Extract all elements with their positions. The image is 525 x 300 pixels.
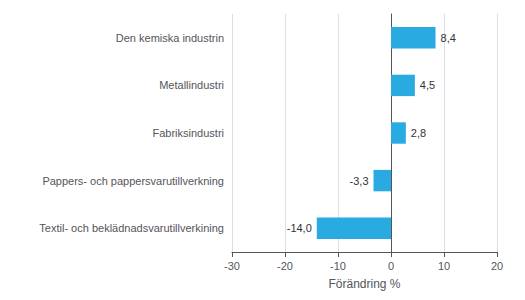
svg-text:Textil- och beklädnadsvarutill: Textil- och beklädnadsvarutillverkining <box>39 222 224 234</box>
svg-text:-14,0: -14,0 <box>287 222 312 234</box>
svg-text:20: 20 <box>491 260 503 272</box>
svg-text:4,5: 4,5 <box>420 79 435 91</box>
svg-text:Fabriksindustri: Fabriksindustri <box>152 127 224 139</box>
svg-text:2,8: 2,8 <box>411 127 426 139</box>
svg-text:10: 10 <box>438 260 450 272</box>
svg-text:Förändring %: Förändring % <box>328 277 400 291</box>
svg-text:-20: -20 <box>277 260 293 272</box>
svg-text:Den kemiska industrin: Den kemiska industrin <box>116 32 224 44</box>
svg-text:Metallindustri: Metallindustri <box>159 79 224 91</box>
svg-text:-10: -10 <box>330 260 346 272</box>
svg-text:Pappers- och pappersvarutillve: Pappers- och pappersvarutillverkning <box>42 175 224 187</box>
svg-text:-3,3: -3,3 <box>350 175 369 187</box>
svg-text:8,4: 8,4 <box>441 32 456 44</box>
svg-text:0: 0 <box>388 260 394 272</box>
svg-text:-30: -30 <box>224 260 240 272</box>
